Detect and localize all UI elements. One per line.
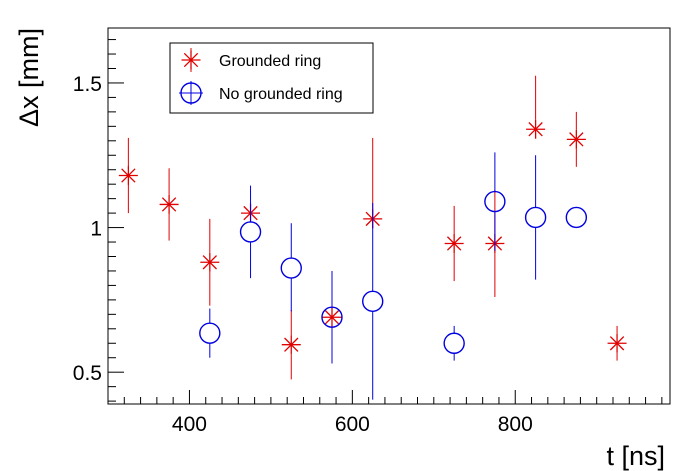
axis-ticks: 400 600 800 0.5 1 1.5 xyxy=(73,39,663,436)
star-marker-stroke xyxy=(183,52,199,68)
plot-frame-border xyxy=(107,27,671,405)
legend-label: No grounded ring xyxy=(219,86,343,103)
data-point-circle xyxy=(524,206,547,229)
star-marker-stroke xyxy=(446,236,462,251)
data-point-star xyxy=(607,333,627,353)
y-tick-label: 0.5 xyxy=(73,362,102,385)
data-point-circle xyxy=(280,257,302,279)
data-point-star xyxy=(200,252,220,272)
star-marker-stroke xyxy=(284,337,299,352)
data-point-star xyxy=(444,233,464,253)
data-point-star xyxy=(322,307,342,327)
star-marker-stroke xyxy=(609,336,625,351)
data-point-star xyxy=(281,335,301,355)
star-marker-stroke xyxy=(202,255,217,270)
data-point-circle xyxy=(443,332,465,354)
data-point-circle xyxy=(484,190,506,213)
data-point-circle xyxy=(362,290,384,313)
y-tick-label: 1 xyxy=(90,218,102,241)
legend: Grounded ring No grounded ring xyxy=(169,42,374,114)
data-series xyxy=(118,75,627,400)
legend-label: Grounded ring xyxy=(219,53,321,70)
star-marker-stroke xyxy=(121,168,136,183)
plot-frame xyxy=(107,27,671,405)
star-marker-stroke xyxy=(528,122,543,137)
y-axis-title: Δx [mm] xyxy=(14,28,44,127)
data-point-circle xyxy=(565,206,588,229)
x-tick-label: 400 xyxy=(172,413,207,436)
x-tick-label: 600 xyxy=(335,413,370,436)
data-point-star xyxy=(566,129,586,149)
data-point-star xyxy=(526,119,546,139)
data-point-star xyxy=(118,166,138,186)
legend-box xyxy=(169,42,374,114)
star-marker-stroke xyxy=(569,132,584,147)
x-tick-label: 800 xyxy=(498,413,533,436)
data-point-circle xyxy=(199,322,221,344)
data-point-circle xyxy=(239,221,262,243)
data-point-circle xyxy=(321,306,343,328)
star-marker-stroke xyxy=(161,197,177,212)
legend-marker-circle xyxy=(180,82,202,104)
x-axis-title: t [ns] xyxy=(606,441,665,471)
series-2 xyxy=(199,152,588,400)
y-tick-label: 1.5 xyxy=(73,73,102,96)
legend-marker-star xyxy=(181,50,201,70)
data-point-star xyxy=(159,194,179,214)
star-marker-stroke xyxy=(324,310,340,325)
